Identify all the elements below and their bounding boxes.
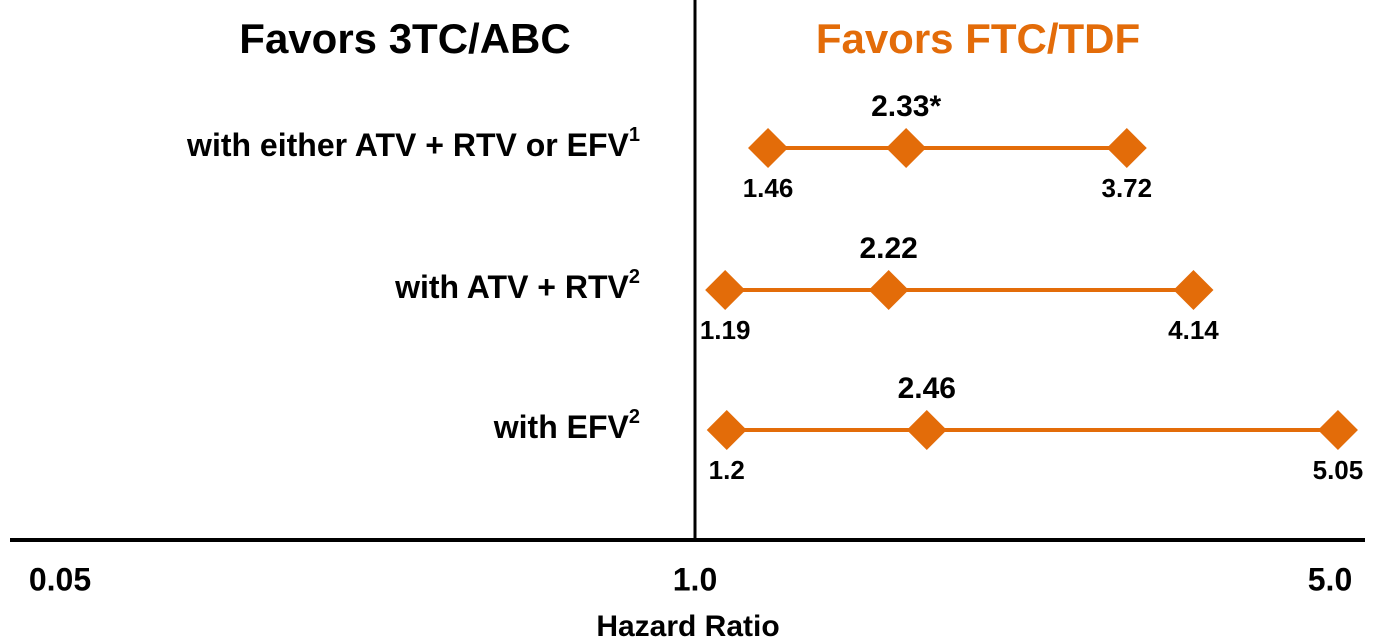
upper-label: 5.05 (1313, 455, 1364, 485)
row-label-text: with EFV (493, 409, 630, 445)
row-label-text: with either ATV + RTV or EFV (186, 127, 629, 163)
x-tick-label: 0.05 (29, 561, 91, 597)
diamond-marker (705, 270, 746, 310)
row-label: with ATV + RTV2 (394, 266, 640, 305)
diamond-marker (1173, 270, 1214, 310)
diamond-marker (1106, 128, 1147, 168)
right-title: Favors FTC/TDF (816, 15, 1140, 62)
row-label-note: 2 (629, 266, 640, 288)
x-axis-label: Hazard Ratio (596, 610, 779, 643)
estimate-label: 2.33* (871, 90, 941, 123)
row-label-note: 2 (629, 406, 640, 428)
lower-label: 1.46 (743, 173, 794, 203)
diamond-marker (906, 410, 947, 450)
diamond-marker (886, 128, 927, 168)
diamond-marker (748, 128, 789, 168)
x-tick-label: 1.0 (673, 561, 717, 597)
diamond-marker (868, 270, 909, 310)
diamond-marker (706, 410, 747, 450)
row-label-note: 1 (629, 124, 640, 146)
lower-label: 1.2 (709, 455, 745, 485)
row-label-text: with ATV + RTV (394, 269, 629, 305)
x-tick-label: 5.0 (1308, 561, 1352, 597)
lower-label: 1.19 (700, 315, 751, 345)
estimate-label: 2.46 (898, 372, 956, 405)
left-title: Favors 3TC/ABC (239, 15, 570, 62)
upper-label: 4.14 (1168, 315, 1219, 345)
row-label: with either ATV + RTV or EFV1 (186, 124, 640, 163)
upper-label: 3.72 (1101, 173, 1152, 203)
diamond-marker (1317, 410, 1358, 450)
estimate-label: 2.22 (859, 232, 917, 265)
row-label: with EFV2 (493, 406, 640, 445)
